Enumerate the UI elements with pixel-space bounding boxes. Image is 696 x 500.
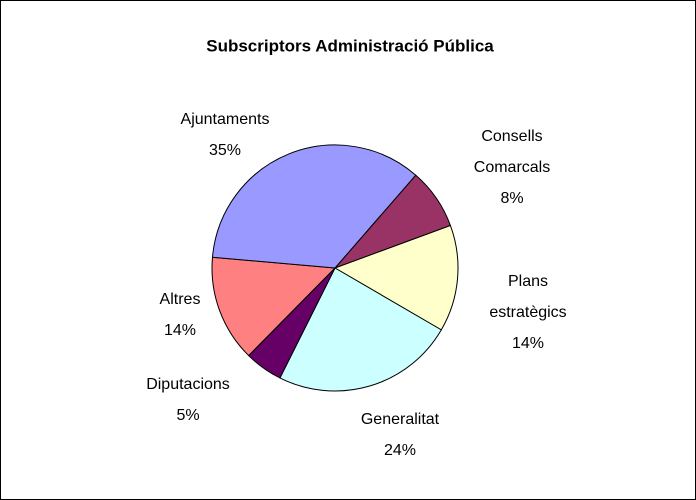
category-label: Altres [159, 291, 201, 308]
pie-slice [333, 224, 459, 331]
category-label: Generalitat [360, 411, 440, 428]
pie-slice [279, 267, 442, 392]
value-label: 35% [208, 142, 242, 159]
slice-label: Consells Comarcals 8% [462, 121, 562, 214]
value-label: 14% [163, 322, 197, 339]
category-label: Plans estratègics [489, 273, 567, 321]
slice-label: Ajuntaments 35% [155, 104, 295, 166]
slice-label: Diputacions 5% [128, 369, 248, 431]
slice-label: Generalitat 24% [340, 404, 460, 466]
slice-label: Altres 14% [135, 284, 225, 346]
value-label: 5% [176, 407, 200, 424]
slice-label: Plans estratègics 14% [478, 266, 578, 359]
value-label: 14% [511, 335, 545, 352]
value-label: 24% [383, 442, 417, 459]
pie-slice [211, 256, 337, 357]
category-label: Diputacions [146, 376, 230, 393]
chart-title: Subscriptors Administració Pública [206, 36, 494, 55]
pie-slice [211, 144, 417, 269]
category-label: Consells Comarcals [473, 128, 551, 176]
category-label: Ajuntaments [180, 111, 270, 128]
value-label: 8% [500, 190, 524, 207]
